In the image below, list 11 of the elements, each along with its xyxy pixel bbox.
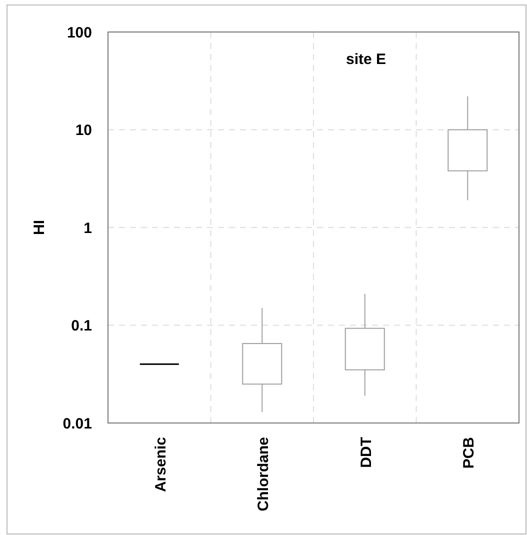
y-axis-title: HI [31, 220, 48, 235]
y-tick-label: 10 [75, 122, 92, 139]
x-tick-label: Chlordane [255, 437, 272, 512]
y-tick-label: 100 [66, 24, 92, 42]
text: site E [346, 51, 386, 68]
x-tick-label: Arsenic [152, 437, 170, 492]
y-tick-label: 1 [84, 220, 92, 237]
x-tick-label: PCB [460, 436, 478, 469]
x-tick-label: DDT [358, 437, 375, 468]
y-tick-label: 0.1 [71, 318, 92, 334]
y-tick-label: 0.01 [62, 415, 92, 432]
